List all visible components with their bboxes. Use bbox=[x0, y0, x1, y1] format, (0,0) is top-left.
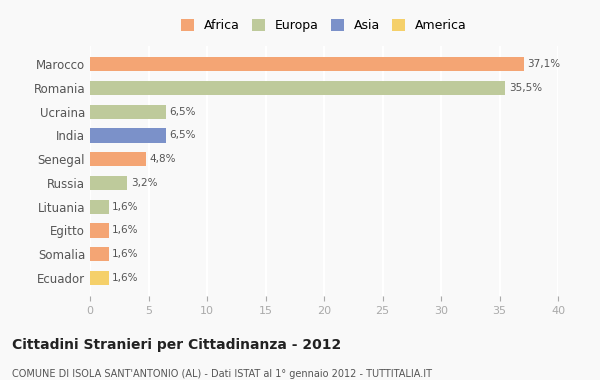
Text: 1,6%: 1,6% bbox=[112, 225, 139, 235]
Text: 1,6%: 1,6% bbox=[112, 273, 139, 283]
Bar bbox=[90, 247, 109, 261]
Text: 1,6%: 1,6% bbox=[112, 202, 139, 212]
Text: COMUNE DI ISOLA SANT'ANTONIO (AL) - Dati ISTAT al 1° gennaio 2012 - TUTTITALIA.I: COMUNE DI ISOLA SANT'ANTONIO (AL) - Dati… bbox=[12, 369, 432, 378]
Text: 6,5%: 6,5% bbox=[170, 130, 196, 140]
Bar bbox=[90, 128, 166, 142]
Text: 35,5%: 35,5% bbox=[509, 83, 542, 93]
Text: 37,1%: 37,1% bbox=[527, 59, 561, 69]
Text: Cittadini Stranieri per Cittadinanza - 2012: Cittadini Stranieri per Cittadinanza - 2… bbox=[12, 338, 341, 352]
Legend: Africa, Europa, Asia, America: Africa, Europa, Asia, America bbox=[181, 19, 467, 32]
Text: 1,6%: 1,6% bbox=[112, 249, 139, 259]
Bar bbox=[90, 176, 127, 190]
Bar bbox=[90, 271, 109, 285]
Bar bbox=[90, 223, 109, 238]
Bar bbox=[90, 105, 166, 119]
Text: 6,5%: 6,5% bbox=[170, 107, 196, 117]
Bar bbox=[90, 57, 524, 71]
Text: 3,2%: 3,2% bbox=[131, 178, 157, 188]
Text: 4,8%: 4,8% bbox=[149, 154, 176, 164]
Bar bbox=[90, 81, 505, 95]
Bar bbox=[90, 152, 146, 166]
Bar bbox=[90, 200, 109, 214]
